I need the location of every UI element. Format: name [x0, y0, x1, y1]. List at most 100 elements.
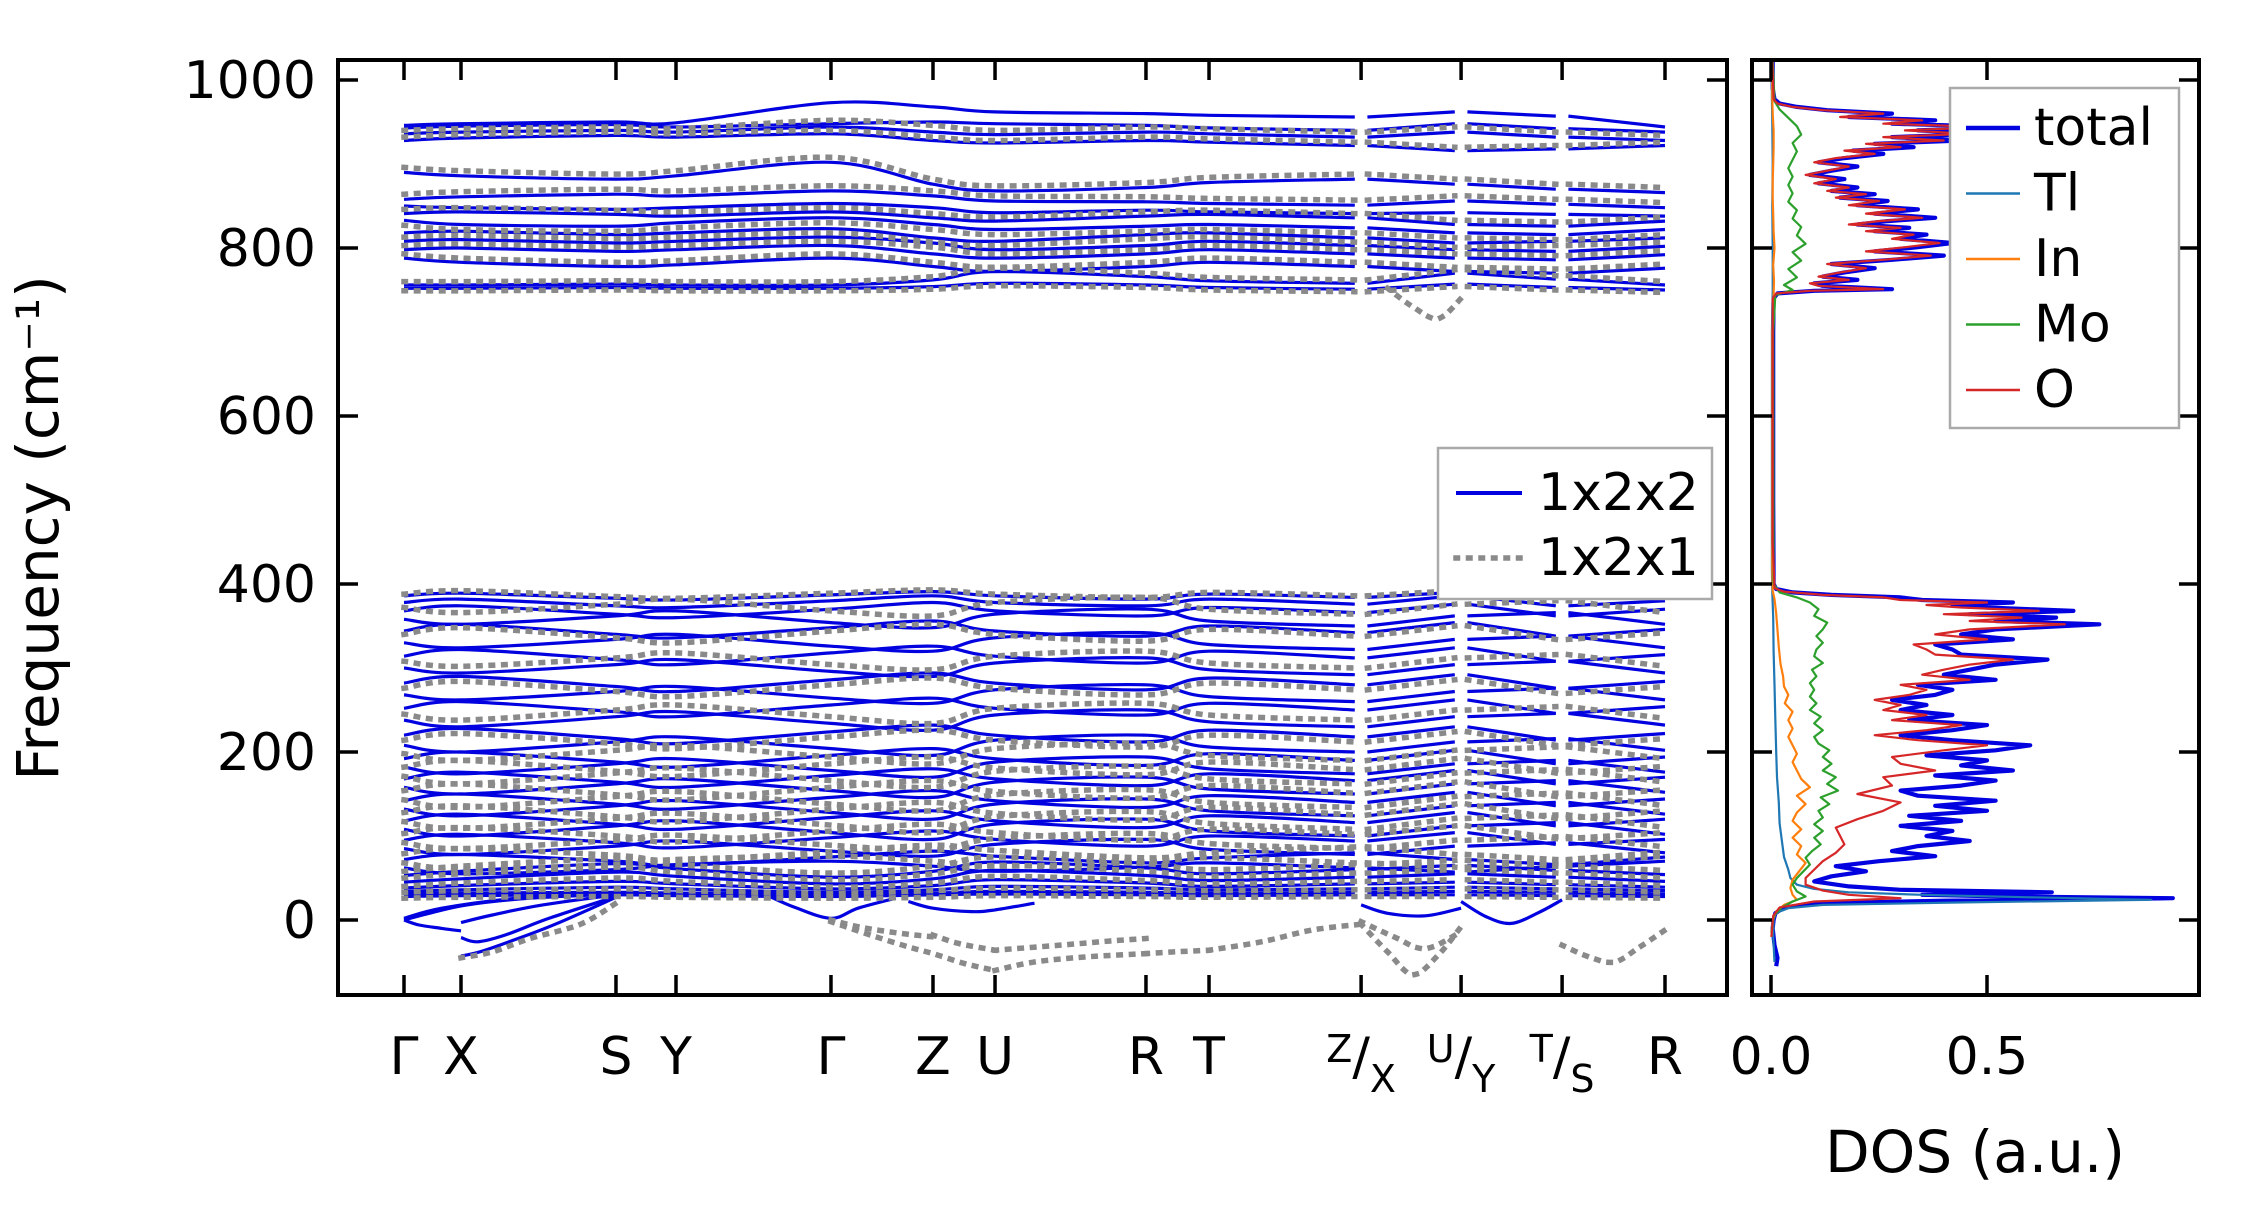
band-line-1x2x2	[1467, 864, 1556, 874]
band-line-1x2x1	[400, 777, 1358, 803]
band-line-1x2x2	[403, 243, 1355, 260]
band-line-1x2x2	[1568, 775, 1666, 786]
dos-legend-label-Mo: Mo	[2034, 295, 2111, 355]
band-line-1x2x1	[401, 885, 1358, 896]
band-line-1x2x2	[1367, 243, 1455, 252]
band-line-1x2x1	[400, 621, 1358, 646]
dos-x-axis-label: DOS (a.u.)	[1825, 1118, 2125, 1186]
band-line-1x2x1	[1565, 196, 1668, 206]
band-line-1x2x1	[401, 127, 1358, 146]
band-line-1x2x1	[401, 117, 1358, 135]
band-line-1x2x2	[1467, 889, 1556, 894]
band-line-1x2x2	[1568, 244, 1666, 253]
band-frame	[336, 58, 1729, 997]
band-line-1x2x2	[403, 619, 1355, 640]
band-line-1x2x1	[1565, 651, 1669, 670]
band-line-1x2x1	[1565, 139, 1668, 149]
band-line-1x2x2	[1367, 663, 1455, 677]
band-line-1x2x2	[1568, 599, 1666, 608]
band-line-1x2x2	[1467, 282, 1556, 290]
band-line-1x2x1	[1565, 247, 1668, 259]
band-line-1x2x1	[1565, 683, 1668, 697]
band-line-1x2x1	[1565, 231, 1668, 243]
band-line-1x2x2	[403, 216, 1355, 232]
band-line-1x2x2	[1467, 673, 1557, 690]
band-line-1x2x2	[1568, 875, 1666, 883]
x-tick-label: Γ	[816, 1027, 845, 1087]
band-line-1x2x2	[403, 100, 1355, 127]
band-line-1x2x2	[1467, 790, 1557, 808]
band-line-1x2x1	[1565, 886, 1668, 896]
band-line-1x2x2	[1568, 187, 1666, 195]
x-tick-label: U	[976, 1027, 1014, 1087]
band-line-1x2x1	[400, 754, 1358, 780]
band-line-1x2x2	[403, 817, 1355, 842]
band-line-1x2x1	[400, 853, 1358, 872]
band-lines	[400, 100, 1669, 978]
band-line-1x2x2	[1467, 768, 1557, 786]
band-line-1x2x2	[403, 600, 1355, 620]
band-line-1x2x2	[1467, 758, 1556, 766]
band-line-1x2x1	[400, 799, 1358, 825]
x-tick-label: S	[599, 1027, 632, 1087]
band-line-1x2x2	[1467, 821, 1556, 828]
band-line-1x2x2	[1367, 143, 1455, 153]
band-line-1x2x2	[1367, 880, 1455, 886]
band-line-1x2x2	[403, 723, 1355, 746]
band-line-1x2x1	[1565, 786, 1668, 800]
band-line-1x2x2	[1367, 614, 1455, 628]
band-line-1x2x1	[1565, 811, 1669, 831]
band-line-1x2x1	[1357, 918, 1465, 952]
band-line-1x2x1	[401, 183, 1358, 203]
band-line-1x2x1	[1565, 833, 1669, 850]
band-line-1x2x1	[401, 587, 1358, 602]
band-line-1x2x2	[403, 918, 462, 933]
band-line-1x2x2	[1467, 885, 1556, 891]
y-axis-label: Frequency (cm⁻¹)	[4, 275, 72, 781]
band-line-1x2x1	[827, 916, 937, 940]
band-line-1x2x2	[1467, 698, 1557, 715]
band-line-1x2x2	[1467, 182, 1556, 191]
band-line-1x2x2	[1467, 256, 1556, 262]
dos-curve-Mo	[1770, 62, 1840, 933]
band-line-1x2x1	[1565, 703, 1669, 722]
band-legend-label-1x2x1: 1x2x1	[1538, 528, 1699, 588]
dos-x-tick-label: 0.0	[1730, 1027, 1813, 1087]
band-line-1x2x2	[1367, 236, 1455, 245]
band-line-1x2x2	[1467, 857, 1556, 867]
band-line-1x2x2	[1568, 114, 1666, 129]
band-line-1x2x2	[403, 746, 1355, 769]
band-line-1x2x1	[1565, 790, 1669, 809]
band-line-1x2x2	[1367, 762, 1455, 776]
band-line-1x2x2	[1367, 866, 1455, 874]
band-line-1x2x1	[1565, 863, 1668, 874]
band-line-1x2x1	[992, 935, 1149, 954]
band-line-1x2x1	[1357, 920, 1465, 978]
band-line-1x2x2	[1467, 880, 1556, 887]
band-line-1x2x1	[400, 808, 1358, 836]
band-line-1x2x2	[1367, 621, 1455, 635]
band-line-1x2x2	[1360, 903, 1462, 918]
y-tick-label: 200	[217, 723, 316, 783]
band-line-1x2x2	[1467, 893, 1556, 898]
band-line-1x2x1	[401, 873, 1358, 890]
band-line-1x2x2	[1367, 216, 1455, 227]
band-line-1x2x2	[403, 594, 1355, 610]
band-line-1x2x2	[1467, 611, 1556, 618]
band-line-1x2x2	[1467, 872, 1556, 879]
band-line-1x2x2	[1367, 831, 1455, 843]
band-line-1x2x2	[1367, 252, 1455, 260]
band-line-1x2x2	[907, 899, 1035, 914]
band-line-1x2x2	[1467, 269, 1556, 275]
band-line-1x2x1	[1565, 743, 1669, 762]
band-line-1x2x2	[1467, 748, 1557, 766]
band-line-1x2x1	[401, 204, 1358, 220]
band-line-1x2x1	[1565, 129, 1668, 139]
x-tick-label: X	[443, 1027, 479, 1087]
y-tick-label: 0	[283, 891, 316, 951]
band-line-1x2x2	[1568, 859, 1666, 868]
band-line-1x2x2	[1367, 844, 1455, 857]
band-line-1x2x1	[929, 931, 999, 954]
